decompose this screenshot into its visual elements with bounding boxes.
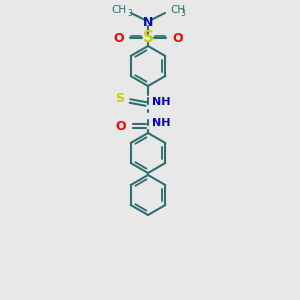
Text: O: O — [116, 119, 126, 133]
Text: CH: CH — [170, 5, 185, 15]
Text: 3: 3 — [180, 8, 185, 17]
Text: S: S — [115, 92, 124, 106]
Text: NH: NH — [152, 97, 170, 107]
Text: S: S — [142, 31, 154, 46]
Text: CH: CH — [111, 5, 126, 15]
Text: O: O — [113, 32, 124, 44]
Text: 3: 3 — [127, 8, 132, 17]
Text: O: O — [172, 32, 183, 44]
Text: NH: NH — [152, 118, 170, 128]
Text: N: N — [143, 16, 153, 28]
